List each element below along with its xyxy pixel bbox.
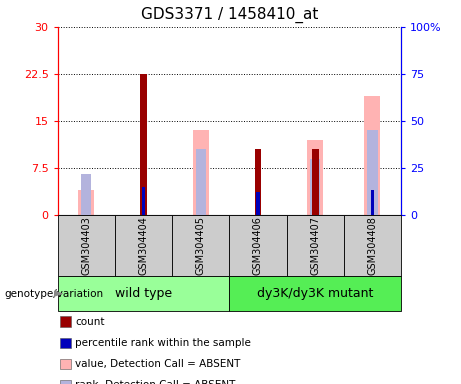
Text: rank, Detection Call = ABSENT: rank, Detection Call = ABSENT	[75, 380, 236, 384]
Text: GSM304405: GSM304405	[196, 216, 206, 275]
Text: GSM304406: GSM304406	[253, 216, 263, 275]
Text: GSM304404: GSM304404	[138, 216, 148, 275]
Text: ►: ►	[54, 287, 64, 300]
Bar	[81, 174, 91, 215]
Bar	[371, 190, 374, 215]
Bar	[58, 276, 229, 311]
Text: GSM304408: GSM304408	[367, 216, 378, 275]
Bar	[58, 215, 115, 276]
Bar	[344, 215, 401, 276]
Text: wild type: wild type	[115, 287, 172, 300]
Bar	[142, 187, 145, 215]
Bar	[256, 192, 260, 215]
Text: count: count	[75, 317, 105, 327]
Bar	[229, 215, 287, 276]
Bar	[78, 190, 94, 215]
Bar	[195, 149, 206, 215]
Bar	[310, 159, 320, 215]
Bar	[115, 215, 172, 276]
Text: GSM304407: GSM304407	[310, 216, 320, 275]
Bar	[307, 140, 323, 215]
Bar	[287, 215, 344, 276]
Title: GDS3371 / 1458410_at: GDS3371 / 1458410_at	[141, 7, 318, 23]
Bar	[193, 131, 209, 215]
Text: percentile rank within the sample: percentile rank within the sample	[75, 338, 251, 348]
Bar	[172, 215, 229, 276]
Bar	[140, 74, 147, 215]
Text: GSM304403: GSM304403	[81, 216, 91, 275]
Bar	[365, 96, 380, 215]
Bar	[229, 276, 401, 311]
Bar	[254, 149, 261, 215]
Text: genotype/variation: genotype/variation	[5, 289, 104, 299]
Text: dy3K/dy3K mutant: dy3K/dy3K mutant	[257, 287, 373, 300]
Bar	[367, 131, 378, 215]
Text: value, Detection Call = ABSENT: value, Detection Call = ABSENT	[75, 359, 241, 369]
Bar	[312, 149, 319, 215]
